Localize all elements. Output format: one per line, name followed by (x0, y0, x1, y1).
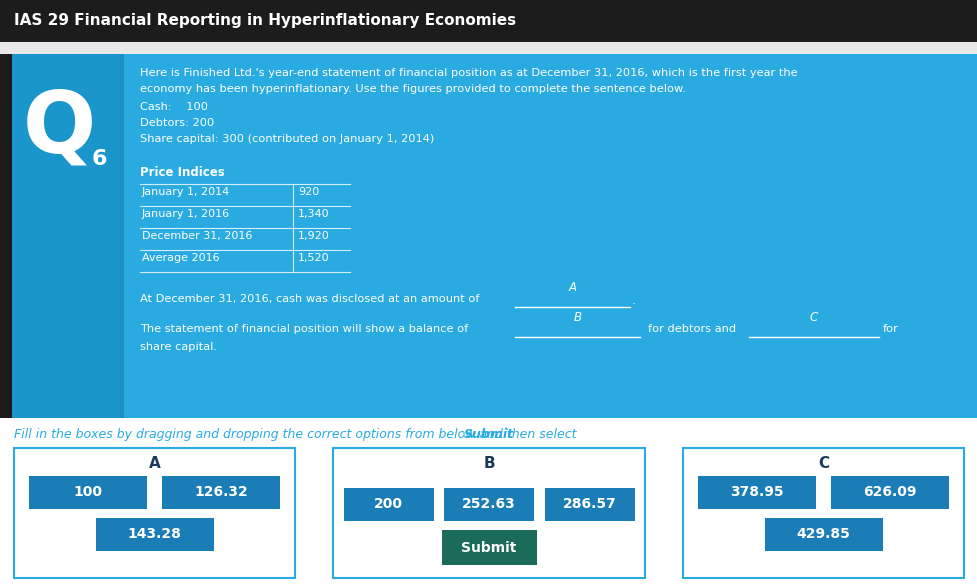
FancyBboxPatch shape (332, 448, 645, 578)
Text: .: . (631, 294, 635, 307)
Text: for: for (882, 324, 898, 334)
Text: share capital.: share capital. (140, 342, 217, 352)
Text: IAS 29 Financial Reporting in Hyperinflationary Economies: IAS 29 Financial Reporting in Hyperinfla… (14, 14, 516, 28)
FancyBboxPatch shape (764, 518, 881, 551)
Text: B: B (483, 456, 494, 471)
Text: 429.85: 429.85 (795, 527, 850, 542)
Text: At December 31, 2016, cash was disclosed at an amount of: At December 31, 2016, cash was disclosed… (140, 294, 479, 304)
Text: Fill in the boxes by dragging and dropping the correct options from below and th: Fill in the boxes by dragging and droppi… (14, 428, 580, 441)
FancyBboxPatch shape (29, 476, 147, 509)
Text: C: C (817, 456, 828, 471)
FancyBboxPatch shape (544, 488, 634, 521)
Text: 126.32: 126.32 (193, 486, 247, 499)
Text: 378.95: 378.95 (730, 486, 783, 499)
FancyBboxPatch shape (698, 476, 815, 509)
Text: .`: .` (498, 428, 509, 441)
FancyBboxPatch shape (120, 54, 124, 418)
Text: Submit: Submit (461, 540, 516, 554)
FancyBboxPatch shape (162, 476, 279, 509)
Text: 920: 920 (298, 187, 319, 197)
Text: 6: 6 (91, 149, 106, 169)
Text: Cash:    100: Cash: 100 (140, 102, 208, 112)
Text: economy has been hyperinflationary. Use the figures provided to complete the sen: economy has been hyperinflationary. Use … (140, 84, 685, 94)
FancyBboxPatch shape (0, 418, 977, 588)
FancyBboxPatch shape (682, 448, 963, 578)
FancyBboxPatch shape (96, 518, 213, 551)
FancyBboxPatch shape (830, 476, 948, 509)
FancyBboxPatch shape (0, 0, 977, 42)
Text: December 31, 2016: December 31, 2016 (142, 231, 252, 241)
Text: Debtors: 200: Debtors: 200 (140, 118, 214, 128)
Text: Here is Finished Ltd.'s year-end statement of financial position as at December : Here is Finished Ltd.'s year-end stateme… (140, 68, 797, 78)
Text: 143.28: 143.28 (127, 527, 182, 542)
Text: 200: 200 (373, 497, 403, 512)
Text: Submit: Submit (463, 428, 514, 441)
Text: B: B (573, 311, 581, 324)
Text: Average 2016: Average 2016 (142, 253, 220, 263)
Text: January 1, 2016: January 1, 2016 (142, 209, 230, 219)
Text: 1,520: 1,520 (298, 253, 329, 263)
Text: January 1, 2014: January 1, 2014 (142, 187, 230, 197)
Text: A: A (149, 456, 160, 471)
Text: 1,920: 1,920 (298, 231, 329, 241)
Text: Price Indices: Price Indices (140, 166, 225, 179)
Text: 286.57: 286.57 (562, 497, 616, 512)
FancyBboxPatch shape (441, 530, 536, 565)
FancyBboxPatch shape (122, 54, 977, 418)
Text: 100: 100 (73, 486, 103, 499)
FancyBboxPatch shape (12, 54, 122, 418)
Text: 626.09: 626.09 (863, 486, 915, 499)
FancyBboxPatch shape (343, 488, 433, 521)
Text: Q: Q (22, 88, 96, 171)
Text: for debtors and: for debtors and (648, 324, 736, 334)
Text: 1,340: 1,340 (298, 209, 329, 219)
FancyBboxPatch shape (14, 448, 295, 578)
Text: A: A (568, 281, 575, 294)
FancyBboxPatch shape (0, 42, 977, 54)
Text: C: C (809, 311, 818, 324)
FancyBboxPatch shape (444, 488, 533, 521)
Text: 252.63: 252.63 (462, 497, 515, 512)
Text: The statement of financial position will show a balance of: The statement of financial position will… (140, 324, 468, 334)
Text: Share capital: 300 (contributed on January 1, 2014): Share capital: 300 (contributed on Janua… (140, 134, 434, 144)
